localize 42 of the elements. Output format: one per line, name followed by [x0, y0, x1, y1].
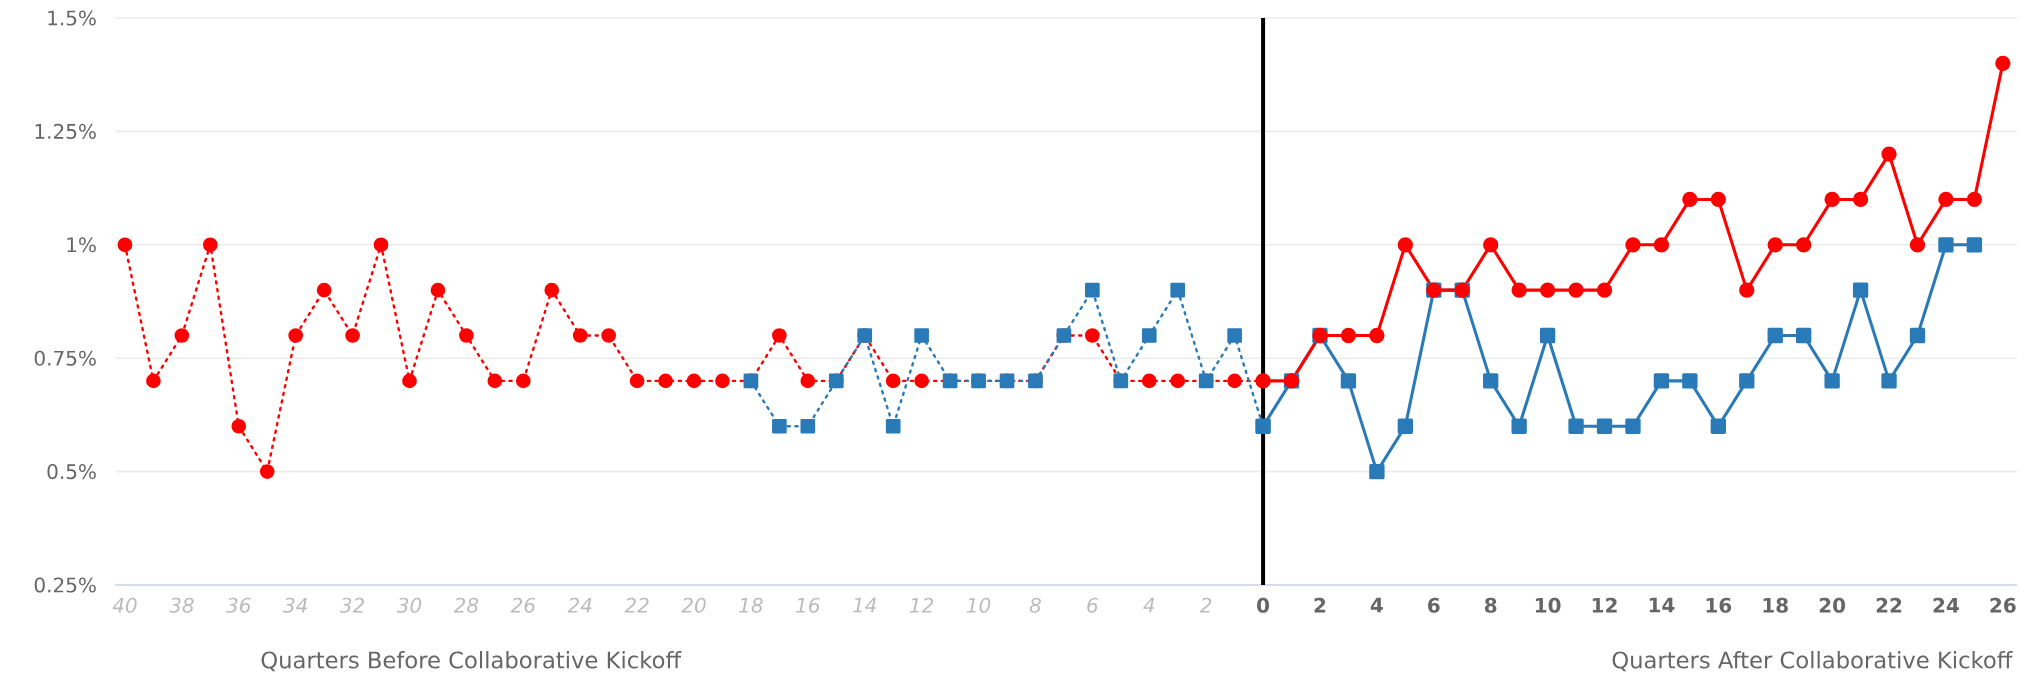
x-tick-label: 16 [796, 597, 820, 613]
x-tick-label: 22 [624, 597, 649, 613]
text: Quarters Before Collaborative Kickoff [261, 651, 682, 672]
y-tick-label: 1.5% [48, 10, 96, 26]
x-tick-label: 24 [1933, 597, 1959, 613]
y-tick-label: 0.75% [34, 350, 96, 366]
x-tick-label: 34 [282, 597, 307, 613]
y-tick-label: 0.25% [34, 577, 96, 593]
x-tick-label: 26 [1990, 597, 2016, 613]
x-tick-label: 20 [681, 597, 706, 613]
x-tick-label: 38 [169, 597, 194, 613]
x-tick-label: 30 [396, 597, 422, 613]
x-tick-label: 24 [567, 597, 592, 613]
x-tick-label: 4 [1370, 597, 1383, 613]
x-tick-label: 16 [1706, 597, 1732, 613]
x-tick-label: 8 [1484, 597, 1497, 613]
x-tick-label: 26 [510, 597, 536, 613]
x-tick-label: 36 [226, 597, 251, 613]
x-tick-label: 8 [1029, 597, 1041, 613]
y-tick-label: 1% [67, 237, 96, 253]
x-tick-label: 32 [339, 597, 365, 613]
x-tick-label: 4 [1143, 597, 1155, 613]
x-tick-label: 0 [1257, 597, 1270, 613]
text: Quarters After Collaborative Kickoff [1612, 651, 2013, 672]
x-tick-label: 6 [1428, 597, 1440, 613]
x-tick-label: 2 [1199, 597, 1212, 613]
x-tick-label: 20 [1819, 597, 1846, 613]
x-tick-label: 12 [909, 597, 934, 613]
x-tick-label: 14 [1649, 597, 1675, 613]
x-tick-label: 28 [453, 597, 479, 613]
y-tick-label: 0.5% [47, 464, 96, 480]
x-tick-label: 18 [1763, 597, 1788, 613]
x-tick-label: 18 [739, 597, 763, 613]
x-tick-label: 10 [1535, 597, 1561, 613]
x-tick-label: 12 [1592, 597, 1617, 613]
x-tick-label: 14 [852, 597, 877, 613]
x-tick-label: 6 [1087, 597, 1098, 613]
x-tick-label: 40 [112, 597, 137, 613]
x-tick-label: 10 [966, 597, 991, 613]
y-tick-label: 1.25% [35, 123, 96, 139]
x-tick-label: 22 [1876, 597, 1902, 613]
x-tick-label: 2 [1314, 597, 1326, 613]
